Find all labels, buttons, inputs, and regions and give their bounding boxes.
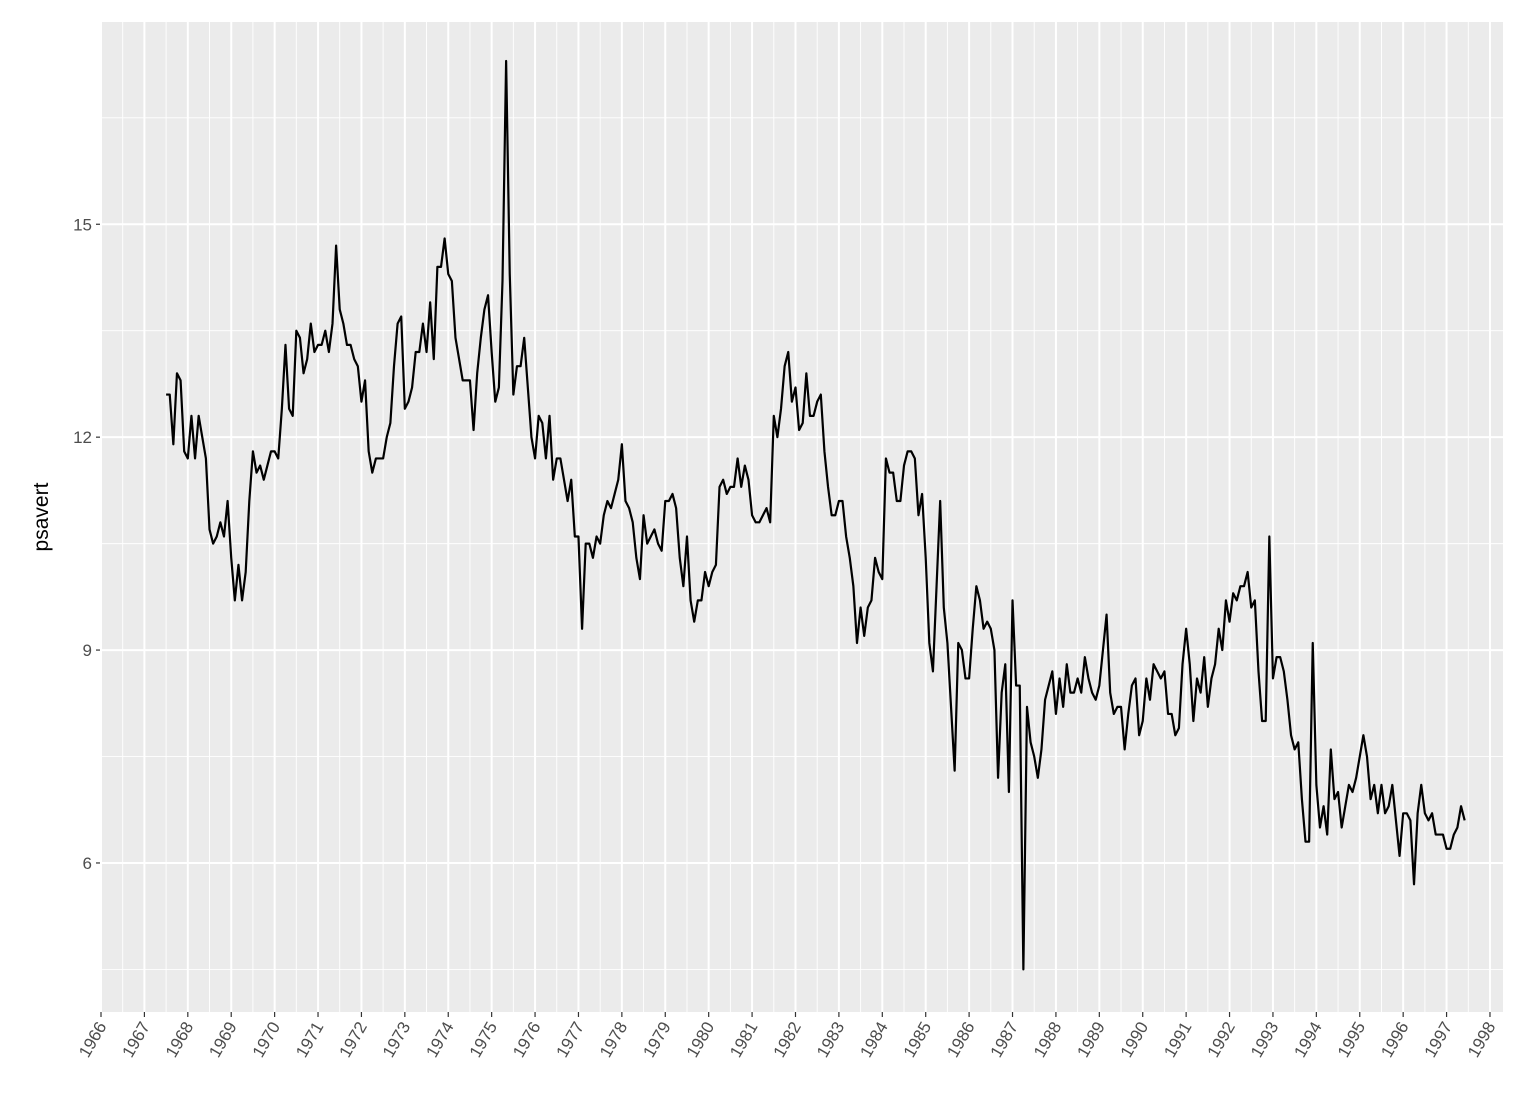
x-tick-label: 1968 [162,1019,197,1061]
data-line [166,59,1466,971]
x-tick-label: 1991 [1160,1019,1195,1061]
x-tick-label: 1986 [943,1019,978,1061]
x-tick-label: 1988 [1030,1019,1065,1061]
x-tick-label: 1982 [770,1019,805,1061]
x-tick-label: 1967 [119,1019,154,1061]
x-tick-label: 1969 [205,1019,240,1061]
y-tick-label: 15 [73,215,92,234]
x-tick-label: 1978 [596,1019,631,1061]
x-tick-label: 1977 [553,1019,588,1061]
y-tick-label: 9 [83,641,92,660]
x-tick-label: 1985 [900,1019,935,1061]
x-tick-label: 1981 [726,1019,761,1061]
x-tick-label: 1983 [813,1019,848,1061]
x-tick-label: 1973 [379,1019,414,1061]
x-tick-label: 1970 [249,1019,284,1061]
x-tick-label: 1972 [336,1019,371,1061]
x-tick-label: 1975 [466,1019,501,1061]
x-tick-label: 1980 [683,1019,718,1061]
x-tick-label: 1994 [1290,1019,1325,1061]
x-tick-label: 1971 [292,1019,327,1061]
plot-panel [101,22,1503,1012]
x-tick-label: 1993 [1247,1019,1282,1061]
x-tick-label: 1984 [856,1019,891,1061]
x-tick-label: 1997 [1421,1019,1456,1061]
x-tick-label: 1987 [987,1019,1022,1061]
x-tick-label: 1976 [509,1019,544,1061]
x-tick-label: 1979 [639,1019,674,1061]
x-tick-label: 1966 [75,1019,110,1061]
x-tick-label: 1974 [422,1019,457,1061]
y-axis-label: psavert [30,482,53,551]
y-tick-label: 12 [73,428,92,447]
x-tick-label: 1989 [1073,1019,1108,1061]
x-tick-label: 1996 [1377,1019,1412,1061]
x-tick-label: 1990 [1117,1019,1152,1061]
x-tick-label: 1995 [1334,1019,1369,1061]
x-tick-label: 1992 [1204,1019,1239,1061]
y-tick-label: 6 [83,854,92,873]
x-tick-label: 1998 [1464,1019,1499,1061]
